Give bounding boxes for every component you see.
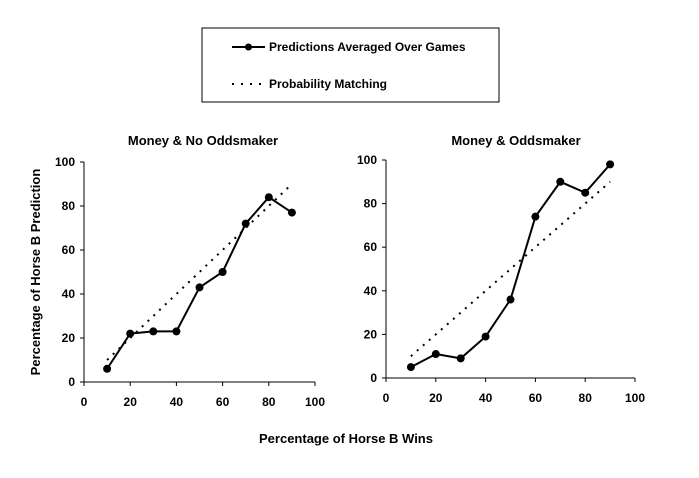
- data-point: [264, 193, 273, 202]
- data-point: [103, 364, 112, 373]
- y-tick-label: 0: [370, 371, 377, 385]
- data-point: [218, 268, 227, 276]
- y-tick-label: 20: [62, 331, 76, 345]
- data-point: [606, 160, 615, 169]
- data-point: [241, 219, 250, 228]
- x-axis-label: Percentage of Horse B Wins: [259, 431, 433, 446]
- y-axis-label: Percentage of Horse B Prediction: [28, 169, 43, 376]
- x-tick-label: 0: [81, 395, 88, 409]
- data-point: [172, 327, 181, 336]
- chart-panel-money-oddsmaker: Money & Oddsmaker 0 20 40 60 80 100 0 20 40 60 80 1…: [357, 133, 645, 405]
- y-tick-label: 20: [364, 327, 378, 341]
- legend-marker-swatch: [245, 43, 252, 51]
- y-tick-label: 0: [68, 375, 75, 389]
- data-point: [406, 363, 415, 372]
- series-line-predictions: [410, 163, 611, 368]
- x-tick-label: 80: [262, 395, 276, 409]
- y-tick-label: 40: [62, 287, 76, 301]
- data-point: [581, 188, 590, 197]
- y-tick-label: 60: [62, 243, 76, 257]
- panel-title: Money & Oddsmaker: [451, 133, 580, 148]
- y-tick-label: 80: [364, 197, 378, 211]
- data-point: [195, 283, 204, 292]
- y-tick-label: 80: [62, 199, 76, 213]
- x-tick-label: 40: [479, 391, 493, 405]
- data-point: [456, 354, 465, 363]
- panel-title: Money & No Oddsmaker: [128, 133, 278, 148]
- x-tick-label: 100: [305, 395, 325, 409]
- x-tick-label: 100: [625, 391, 645, 405]
- data-point: [431, 350, 440, 359]
- x-tick-label: 0: [383, 391, 390, 405]
- data-point: [506, 295, 515, 304]
- chart-panel-money-no-oddsmaker: Money & No Oddsmaker 0 20 40 60 80 100 0 20 40 60…: [55, 133, 325, 409]
- y-tick-label: 100: [357, 153, 377, 167]
- x-tick-label: 40: [170, 395, 184, 409]
- data-point: [149, 327, 158, 336]
- legend-label-probability-matching: Probability Matching: [269, 77, 387, 91]
- data-point: [126, 329, 135, 338]
- data-point: [287, 208, 296, 217]
- x-tick-label: 60: [529, 391, 543, 405]
- x-tick-label: 20: [124, 395, 138, 409]
- legend-frame: [201, 27, 500, 103]
- y-tick-label: 60: [364, 240, 378, 254]
- series-line-predictions: [106, 195, 293, 370]
- legend-label-predictions: Predictions Averaged Over Games: [269, 40, 466, 54]
- legend: Predictions Averaged Over Games Probabil…: [201, 27, 500, 103]
- x-tick-label: 80: [579, 391, 593, 405]
- data-point: [531, 212, 540, 221]
- data-point: [481, 332, 490, 341]
- x-tick-label: 20: [429, 391, 443, 405]
- y-tick-label: 100: [55, 155, 75, 169]
- x-tick-label: 60: [216, 395, 230, 409]
- data-point: [556, 177, 565, 186]
- y-tick-label: 40: [364, 284, 378, 298]
- series-line-probability-matching: [410, 181, 611, 357]
